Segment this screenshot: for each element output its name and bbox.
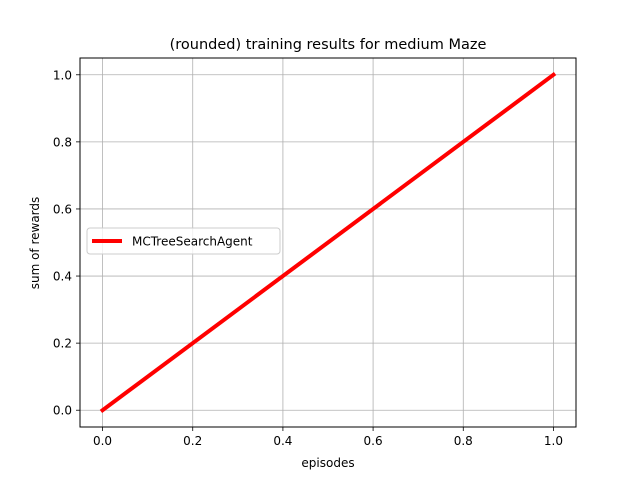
y-tick-label-3: 0.6: [53, 202, 72, 216]
chart-title: (rounded) training results for medium Ma…: [170, 37, 487, 53]
legend-box: [86, 227, 281, 255]
series-layer: [99, 71, 557, 414]
legend: MCTreeSearchAgent: [86, 227, 281, 255]
y-tick-label-0: 0.0: [53, 404, 72, 418]
x-tick-label-4: 0.8: [454, 434, 473, 448]
x-axis-ticks: 0.0 0.2 0.4 0.6 0.8 1.0: [93, 427, 563, 448]
x-axis-label: episodes: [301, 456, 354, 470]
y-axis-label: sum of rewards: [28, 197, 42, 290]
y-tick-label-2: 0.4: [53, 270, 72, 284]
x-tick-label-2: 0.4: [273, 434, 292, 448]
x-tick-label-1: 0.2: [183, 434, 202, 448]
legend-label-mctreesearchagent: MCTreeSearchAgent: [132, 235, 253, 249]
plot-area-frame: [79, 57, 577, 428]
y-tick-label-1: 0.2: [53, 337, 72, 351]
series-line-mctreesearchagent: [99, 71, 557, 414]
x-tick-label-5: 1.0: [544, 434, 563, 448]
y-tick-label-4: 0.8: [53, 135, 72, 149]
x-tick-label-3: 0.6: [364, 434, 383, 448]
x-tick-label-0: 0.0: [93, 434, 112, 448]
y-tick-label-5: 1.0: [53, 68, 72, 82]
y-axis-ticks: 0.0 0.2 0.4 0.6 0.8 1.0: [53, 68, 80, 418]
